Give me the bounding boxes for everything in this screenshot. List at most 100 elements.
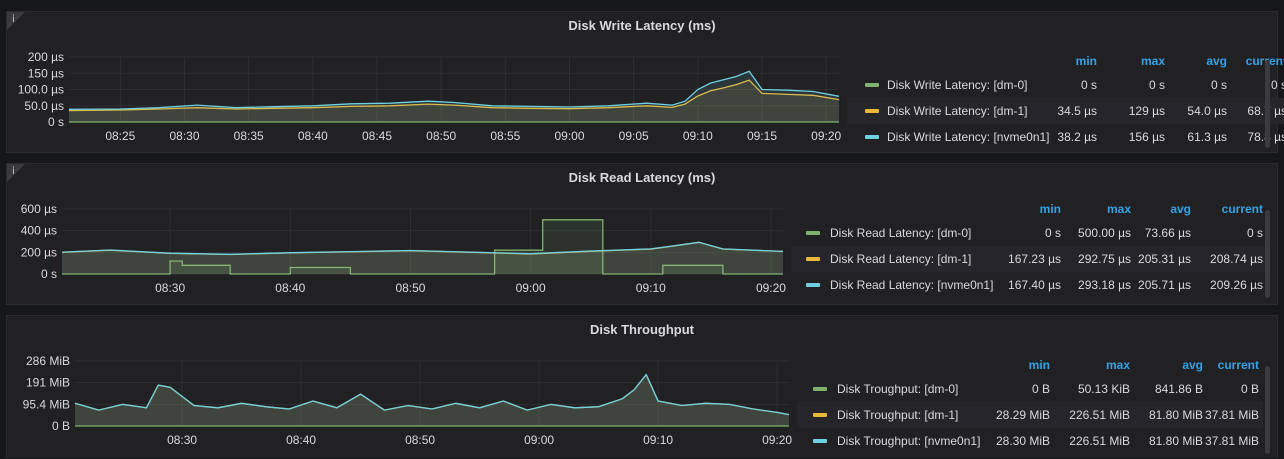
series-line[interactable] (62, 219, 783, 275)
legend-scrollbar[interactable] (1265, 366, 1270, 454)
legend-value-min: 167.23 µs (1008, 252, 1061, 266)
x-tick-label: 08:55 (490, 129, 520, 143)
read-latency-panel: i Disk Read Latency (ms) 0 s 200 µs 400 µs… (6, 163, 1278, 305)
y-tick-label: 600 µs (21, 202, 57, 216)
x-tick-label: 08:50 (395, 281, 425, 295)
series-line[interactable] (68, 70, 840, 110)
legend-header-current[interactable]: current (1221, 202, 1263, 216)
legend-value-max: 129 µs (1128, 104, 1165, 118)
write-latency-legend: min max avg current Disk Write Latency: [dm-… (847, 52, 1284, 152)
legend-row[interactable]: Disk Read Latency: [dm-1] 167.23 µs 292.75… (791, 246, 1267, 272)
legend-value-min: 0 s (1044, 226, 1061, 240)
y-tick-label: 191 MiB (26, 376, 70, 390)
series-area (69, 71, 839, 122)
legend-header-min[interactable]: min (1028, 358, 1050, 372)
legend-header-avg[interactable]: avg (1206, 54, 1227, 68)
series-area (62, 242, 783, 274)
y-tick-label: 400 µs (21, 224, 57, 238)
y-tick-label: 0 B (52, 419, 70, 433)
x-tick-label: 08:25 (105, 129, 135, 143)
legend-swatch[interactable] (806, 257, 820, 261)
legend-value-avg: 81.80 MiB (1148, 434, 1203, 448)
legend-row[interactable]: Disk Write Latency: [dm-0] 0 s 0 s 0 s 0 s (847, 72, 1284, 98)
legend-series-name[interactable]: Disk Write Latency: [dm-0] (887, 78, 1028, 92)
legend-series-name[interactable]: Disk Write Latency: [nvme0n1] (887, 130, 1050, 144)
legend-swatch[interactable] (865, 135, 879, 139)
legend-header-avg[interactable]: avg (1182, 358, 1203, 372)
legend-value-min: 28.29 MiB (995, 408, 1050, 422)
legend-series-name[interactable]: Disk Read Latency: [dm-0] (830, 226, 972, 240)
legend-header-min[interactable]: min (1075, 54, 1097, 68)
info-corner[interactable] (7, 12, 25, 30)
legend-series-name[interactable]: Disk Troughput: [dm-1] (837, 408, 959, 422)
info-corner[interactable] (7, 164, 25, 182)
y-tick-label: 95.4 MiB (23, 397, 70, 411)
panel-title[interactable]: Disk Read Latency (ms) (568, 170, 716, 185)
throughput-legend: min max avg current Disk Troughput: [dm-0] 0 … (797, 356, 1263, 459)
write-latency-chart[interactable]: 0 s 50.0 µs 100.0 µs 150 µs 200 µs 08:25 08:30… (7, 12, 847, 154)
legend-header-current[interactable]: current (1217, 358, 1259, 372)
legend-row[interactable]: Disk Troughput: [nvme0n1] 28.30 MiB 226.51… (797, 428, 1263, 454)
throughput-chart[interactable]: 0 B 95.4 MiB 191 MiB 286 MiB 08:30 08:40 08:50… (7, 316, 797, 459)
y-tick-label: 200 µs (21, 245, 57, 259)
legend-header-min[interactable]: min (1039, 202, 1061, 216)
legend-row[interactable]: Disk Read Latency: [dm-0] 0 s 500.00 µs 73.… (791, 220, 1267, 246)
legend-value-min: 28.30 MiB (995, 434, 1050, 448)
legend-scrollbar[interactable] (1265, 210, 1270, 298)
x-tick-label: 09:10 (643, 433, 673, 447)
y-tick-label: 200 µs (28, 50, 64, 64)
legend-swatch[interactable] (865, 109, 879, 113)
legend-series-name[interactable]: Disk Read Latency: [dm-1] (830, 252, 972, 266)
legend-value-min: 38.2 µs (1057, 130, 1097, 144)
info-icon[interactable]: i (12, 166, 15, 177)
x-tick-label: 08:30 (167, 433, 197, 447)
read-latency-chart[interactable]: 0 s 200 µs 400 µs 600 µs 08:30 08:40 08:50 09:0… (7, 164, 797, 306)
legend-header-avg[interactable]: avg (1170, 202, 1191, 216)
legend-row[interactable]: Disk Troughput: [dm-0] 0 B 50.13 KiB 841.86… (797, 376, 1263, 402)
panel-title[interactable]: Disk Write Latency (ms) (568, 18, 716, 33)
throughput-panel: Disk Throughput 0 B 95.4 MiB 191 MiB 286 Mi… (6, 315, 1278, 458)
series-line[interactable] (74, 373, 790, 416)
x-tick-label: 09:00 (516, 281, 546, 295)
legend-header-current[interactable]: current (1246, 54, 1284, 68)
legend-series-name[interactable]: Disk Write Latency: [dm-1] (887, 104, 1028, 118)
legend-value-current: 37.81 MiB (1204, 434, 1259, 448)
series-line[interactable] (61, 241, 784, 255)
legend-value-max: 50.13 KiB (1077, 382, 1130, 396)
legend-header-max[interactable]: max (1140, 54, 1165, 68)
series-line[interactable] (68, 79, 840, 112)
x-tick-label: 08:50 (426, 129, 456, 143)
legend-row[interactable]: Disk Read Latency: [nvme0n1] 167.40 µs 293… (791, 272, 1267, 298)
legend-value-max: 226.51 MiB (1069, 408, 1130, 422)
x-tick-label: 09:00 (524, 433, 554, 447)
legend-value-current: 209.26 µs (1210, 278, 1263, 292)
legend-row[interactable]: Disk Write Latency: [nvme0n1] 38.2 µs 156 … (847, 124, 1284, 150)
y-tick-label: 50.0 µs (24, 99, 64, 113)
legend-value-max: 156 µs (1128, 130, 1165, 144)
legend-series-name[interactable]: Disk Read Latency: [nvme0n1] (830, 278, 994, 292)
legend-value-current: 37.81 MiB (1204, 408, 1259, 422)
legend-swatch[interactable] (813, 413, 827, 417)
y-tick-label: 150 µs (28, 66, 64, 80)
legend-value-max: 500.00 µs (1078, 226, 1131, 240)
x-tick-label: 09:20 (756, 281, 786, 295)
legend-header-max[interactable]: max (1105, 358, 1130, 372)
legend-swatch[interactable] (865, 83, 879, 87)
legend-swatch[interactable] (806, 283, 820, 287)
legend-value-avg: 0 s (1210, 78, 1227, 92)
x-tick-label: 09:15 (747, 129, 777, 143)
x-tick-label: 08:50 (405, 433, 435, 447)
legend-swatch[interactable] (813, 439, 827, 443)
panel-title[interactable]: Disk Throughput (590, 322, 694, 337)
legend-scrollbar[interactable] (1265, 60, 1270, 148)
legend-swatch[interactable] (806, 231, 820, 235)
legend-value-min: 0 s (1080, 78, 1097, 92)
legend-row[interactable]: Disk Write Latency: [dm-1] 34.5 µs 129 µs 5… (847, 98, 1284, 124)
legend-header-max[interactable]: max (1106, 202, 1131, 216)
legend-row[interactable]: Disk Troughput: [dm-1] 28.29 MiB 226.51 Mi… (797, 402, 1263, 428)
legend-series-name[interactable]: Disk Troughput: [dm-0] (837, 382, 959, 396)
x-tick-label: 08:45 (362, 129, 392, 143)
info-icon[interactable]: i (12, 14, 15, 25)
legend-swatch[interactable] (813, 387, 827, 391)
legend-series-name[interactable]: Disk Troughput: [nvme0n1] (837, 434, 981, 448)
